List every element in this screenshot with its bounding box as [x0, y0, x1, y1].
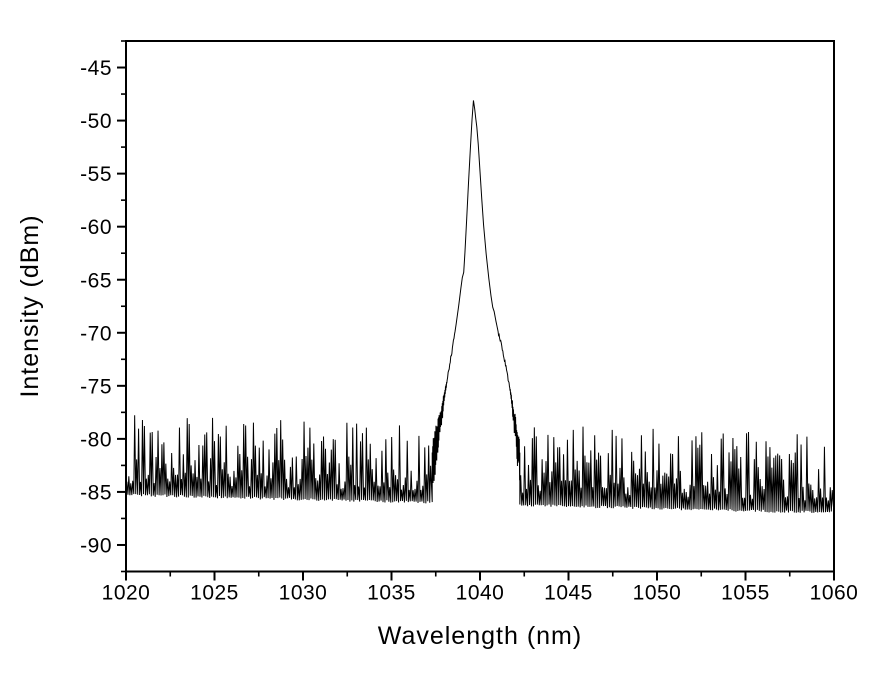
y-tick-label: -50 [80, 110, 112, 133]
y-tick-label: -55 [80, 163, 112, 186]
x-axis-ticks [125, 571, 835, 581]
y-axis-title: Intensity (dBm) [16, 214, 44, 397]
y-axis-ticks [117, 40, 126, 573]
x-tick-label: 1025 [190, 582, 239, 605]
y-tick-label: -65 [80, 269, 112, 292]
x-tick-label: 1055 [721, 582, 770, 605]
x-tick-label: 1030 [279, 582, 328, 605]
y-tick-label: -60 [80, 216, 112, 239]
y-tick-label: -75 [80, 375, 112, 398]
plot-frame [125, 40, 835, 573]
x-axis-tick-labels: 1020 1025 1030 1035 1040 1045 1050 1055 1060 [102, 582, 859, 605]
x-tick-label: 1040 [456, 582, 505, 605]
y-axis-tick-labels: -90 -85 -80 -75 -70 -65 -60 -55 -50 -45 [80, 57, 112, 558]
x-tick-label: 1020 [102, 582, 151, 605]
x-tick-label: 1045 [544, 582, 593, 605]
x-tick-label: 1050 [633, 582, 682, 605]
y-tick-label: -90 [80, 535, 112, 558]
x-tick-label: 1060 [810, 582, 859, 605]
x-tick-label: 1035 [367, 582, 416, 605]
y-tick-label: -85 [80, 481, 112, 504]
spectrum-trace-line [125, 100, 835, 514]
y-tick-label: -80 [80, 428, 112, 451]
x-axis-title: Wavelength (nm) [378, 622, 582, 650]
y-tick-label: -70 [80, 322, 112, 345]
spectrum-trace [125, 100, 835, 514]
y-tick-label: -45 [80, 57, 112, 80]
